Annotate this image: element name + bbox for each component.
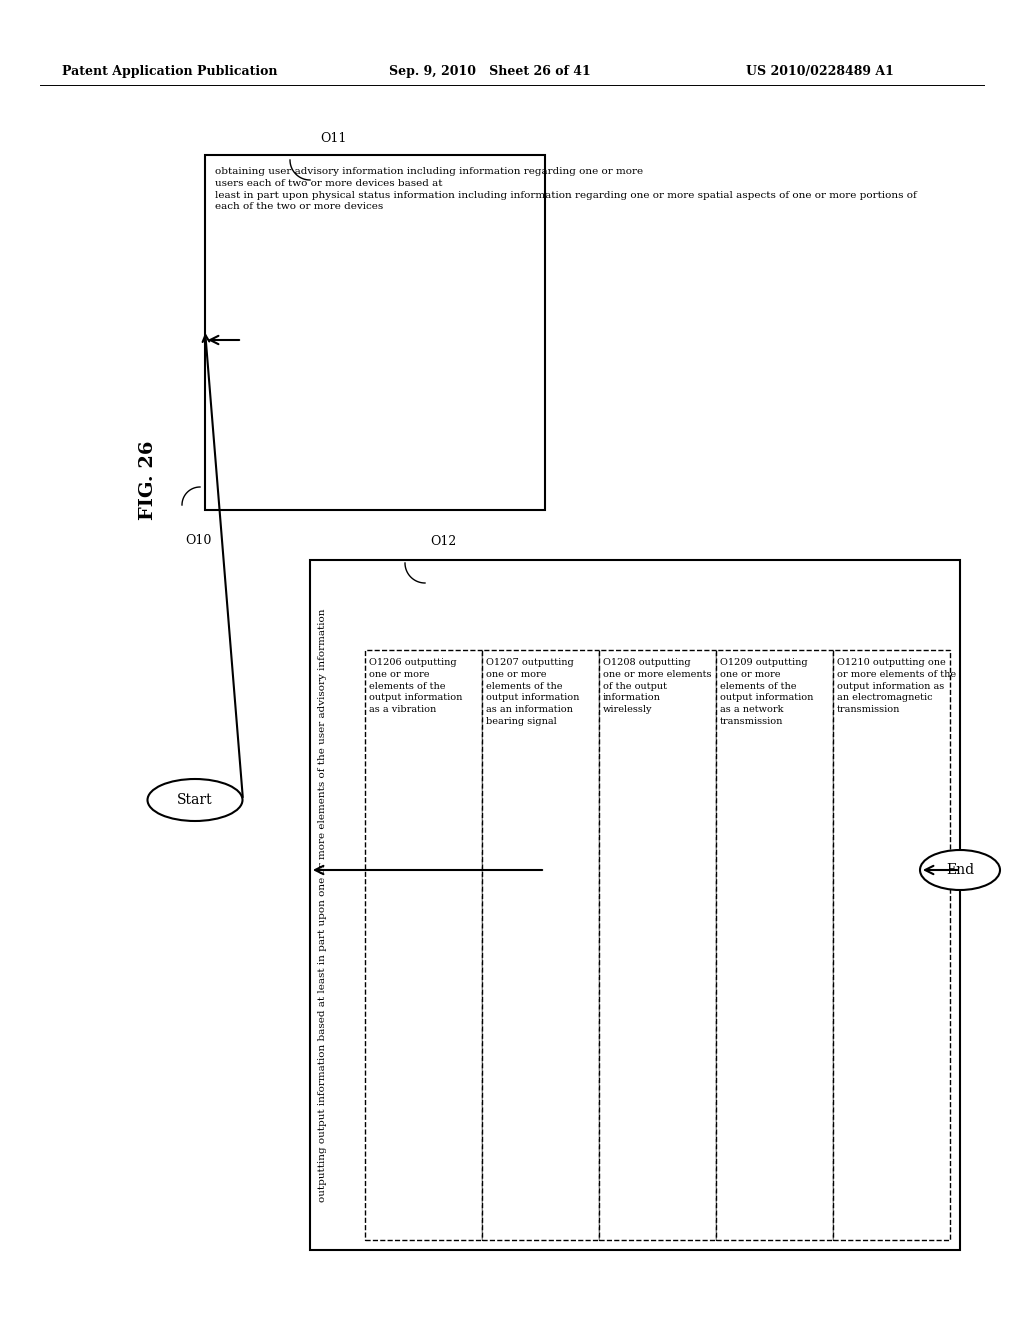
Bar	[716, 649, 833, 1239]
Text: FIG. 26: FIG. 26	[139, 441, 157, 520]
Text: US 2010/0228489 A1: US 2010/0228489 A1	[746, 66, 894, 78]
Text: O1206 outputting
one or more
elements of the
output information
as a vibration: O1206 outputting one or more elements of…	[369, 657, 463, 714]
Text: O11: O11	[319, 132, 346, 145]
Ellipse shape	[147, 779, 243, 821]
Text: Sep. 9, 2010   Sheet 26 of 41: Sep. 9, 2010 Sheet 26 of 41	[389, 66, 591, 78]
Text: O12: O12	[430, 535, 457, 548]
Text: O10: O10	[185, 533, 211, 546]
Text: obtaining user advisory information including information regarding one or more
: obtaining user advisory information incl…	[215, 168, 916, 211]
Bar	[365, 649, 482, 1239]
Text: O1210 outputting one
or more elements of the
output information as
an electromag: O1210 outputting one or more elements of…	[837, 657, 956, 714]
Text: O1209 outputting
one or more
elements of the
output information
as a network
tra: O1209 outputting one or more elements of…	[720, 657, 813, 726]
Bar	[310, 560, 961, 1250]
Ellipse shape	[920, 850, 1000, 890]
Text: O1207 outputting
one or more
elements of the
output information
as an informatio: O1207 outputting one or more elements of…	[486, 657, 580, 726]
Bar	[205, 154, 545, 510]
Bar	[599, 649, 716, 1239]
Text: End: End	[946, 863, 974, 876]
Bar	[833, 649, 950, 1239]
Bar	[482, 649, 599, 1239]
Text: outputting output information based at least in part upon one or more elements o: outputting output information based at l…	[318, 609, 327, 1201]
Text: Start: Start	[177, 793, 213, 807]
Text: Patent Application Publication: Patent Application Publication	[62, 66, 278, 78]
Text: O1208 outputting
one or more elements
of the output
information
wirelessly: O1208 outputting one or more elements of…	[603, 657, 712, 714]
